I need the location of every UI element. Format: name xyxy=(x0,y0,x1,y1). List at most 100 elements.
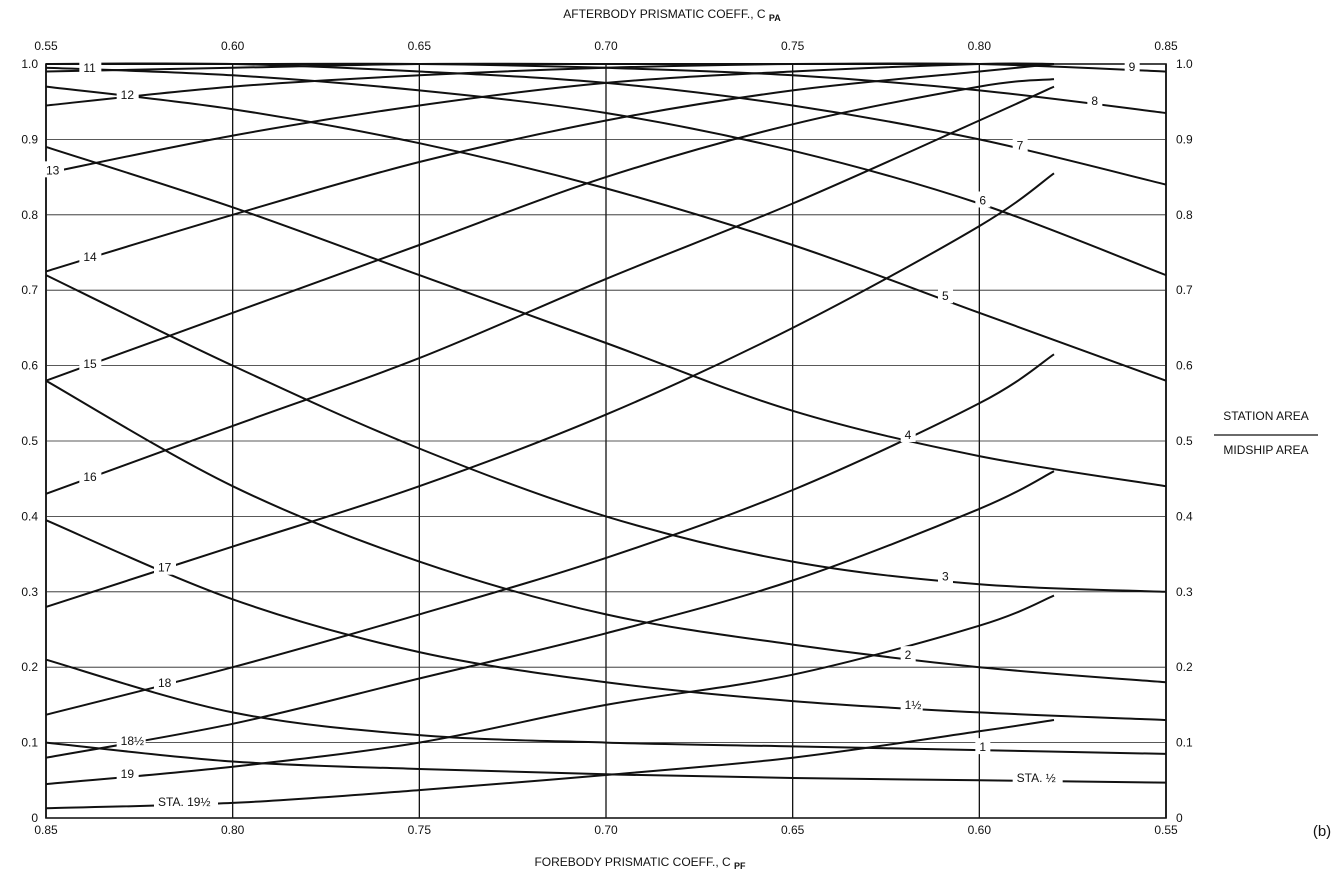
left-tick-label: 0 xyxy=(31,811,38,825)
right-tick-label: 1.0 xyxy=(1176,57,1193,71)
forebody-curve xyxy=(45,594,1055,786)
curve-label: 1½ xyxy=(905,698,922,712)
curve-labels: 9 8 7 6 5 4 3 2 1½ 1 STA. ½ 11 12 13 14 15 16 17 18 18½ 19 ST… xyxy=(42,58,1140,810)
left-tick-label: 0.6 xyxy=(21,359,38,373)
left-tick-label: 0.2 xyxy=(21,660,38,674)
top-tick-label: 0.70 xyxy=(594,39,618,53)
left-tick-label: 0.9 xyxy=(21,132,38,146)
curve-label-backing xyxy=(154,674,176,691)
curve-label-backing xyxy=(1012,768,1063,785)
curve-label: 5 xyxy=(942,289,949,303)
afterbody-curve xyxy=(45,85,1167,382)
afterbody-curve xyxy=(45,274,1167,593)
ylabel-denominator: MIDSHIP AREA xyxy=(1223,443,1308,457)
curve-label-backing xyxy=(900,695,923,712)
curve-label-backing xyxy=(938,287,953,304)
top-tick-label: 0.80 xyxy=(968,39,992,53)
left-tick-label: 0.3 xyxy=(21,585,38,599)
afterbody-curve xyxy=(45,519,1167,721)
afterbody-curve xyxy=(45,145,1167,488)
curve-label: 2 xyxy=(905,648,912,662)
curve-label: 19 xyxy=(121,767,135,781)
right-tick-label: 0 xyxy=(1176,811,1183,825)
forebody-curve xyxy=(45,172,1055,608)
curve-label-backing xyxy=(42,161,64,178)
top-axis-label-sub: PA xyxy=(769,13,781,23)
curve-label: 3 xyxy=(942,570,949,584)
curve-label: 12 xyxy=(121,88,135,102)
bottom-tick-label: 0.85 xyxy=(34,823,58,837)
bottom-axis-label: FOREBODY PRISMATIC COEFF., C PF xyxy=(534,855,746,871)
right-tick-label: 0.7 xyxy=(1176,283,1193,297)
curve-label-backing xyxy=(79,355,102,372)
left-tick-label: 0.4 xyxy=(21,509,38,523)
curve-label-backing xyxy=(900,425,916,442)
bottom-axis-label-sub: PF xyxy=(734,861,746,871)
curve-label-backing xyxy=(938,567,953,584)
curve-label: 7 xyxy=(1017,138,1024,152)
curve-label-backing xyxy=(900,646,916,663)
curve-label-backing xyxy=(1124,58,1140,75)
top-tick-label: 0.60 xyxy=(221,39,245,53)
right-tick-label: 0.4 xyxy=(1176,509,1193,523)
top-tick-label: 0.65 xyxy=(408,39,432,53)
curve-label-backing xyxy=(975,191,991,208)
forebody-curve xyxy=(45,63,1055,273)
right-tick-label: 0.8 xyxy=(1176,208,1193,222)
bottom-tick-label: 0.70 xyxy=(594,823,618,837)
curve-label: STA. 19½ xyxy=(158,795,210,809)
curve-label-backing xyxy=(1012,136,1028,153)
curve-label-backing xyxy=(975,738,991,755)
panel-label: (b) xyxy=(1313,823,1331,840)
curve-label: 4 xyxy=(905,428,912,442)
left-tick-label: 0.7 xyxy=(21,283,38,297)
curve-label: STA. ½ xyxy=(1017,771,1056,785)
top-tick-label: 0.85 xyxy=(1154,39,1178,53)
top-tick-label: 0.55 xyxy=(34,39,58,53)
forebody-curve xyxy=(45,62,1054,107)
tick-labels: 0.55 0.60 0.65 0.70 0.75 0.80 0.850.85 0.80 0.75… xyxy=(21,39,1193,837)
curve-label: 13 xyxy=(46,163,60,177)
left-tick-label: 0.5 xyxy=(21,434,38,448)
top-tick-label: 0.75 xyxy=(781,39,805,53)
forebody-curve xyxy=(45,62,1055,175)
forebody-curve xyxy=(45,85,1055,495)
curve-label-backing xyxy=(79,58,102,75)
left-tick-label: 0.8 xyxy=(21,208,38,222)
bottom-tick-label: 0.60 xyxy=(968,823,992,837)
right-tick-label: 0.6 xyxy=(1176,359,1193,373)
curve-label-backing xyxy=(1087,91,1103,108)
top-axis-label: AFTERBODY PRISMATIC COEFF., C PA xyxy=(563,7,781,23)
afterbody-curve xyxy=(45,379,1167,684)
curves xyxy=(45,62,1167,810)
right-tick-label: 0.1 xyxy=(1176,736,1193,750)
curve-label-backing xyxy=(116,765,139,782)
curve-label: 1 xyxy=(979,740,986,754)
bottom-tick-label: 0.55 xyxy=(1154,823,1178,837)
curve-label: 8 xyxy=(1091,94,1098,108)
curve-label: 16 xyxy=(83,470,97,484)
forebody-curve xyxy=(45,719,1055,810)
curve-label-backing xyxy=(154,793,218,810)
left-tick-label: 1.0 xyxy=(21,57,38,71)
forebody-curve xyxy=(45,78,1055,382)
right-tick-label: 0.9 xyxy=(1176,132,1193,146)
bottom-tick-label: 0.80 xyxy=(221,823,245,837)
forebody-curve xyxy=(45,470,1055,759)
curve-label: 18½ xyxy=(121,734,144,748)
curve-label: 9 xyxy=(1129,60,1136,74)
right-tick-label: 0.3 xyxy=(1176,585,1193,599)
right-tick-label: 0.5 xyxy=(1176,434,1193,448)
curve-label-backing xyxy=(79,248,102,265)
curve-label-backing xyxy=(79,468,102,485)
bottom-axis-label-main: FOREBODY PRISMATIC COEFF., C xyxy=(534,855,731,869)
ylabel-numerator: STATION AREA xyxy=(1223,409,1309,423)
curve-label-backing xyxy=(116,85,139,102)
forebody-curve xyxy=(45,353,1055,716)
left-tick-label: 0.1 xyxy=(21,736,38,750)
curve-label-backing xyxy=(154,558,176,575)
bottom-tick-label: 0.65 xyxy=(781,823,805,837)
curve-label: 17 xyxy=(158,561,172,575)
curve-label: 11 xyxy=(83,61,96,75)
